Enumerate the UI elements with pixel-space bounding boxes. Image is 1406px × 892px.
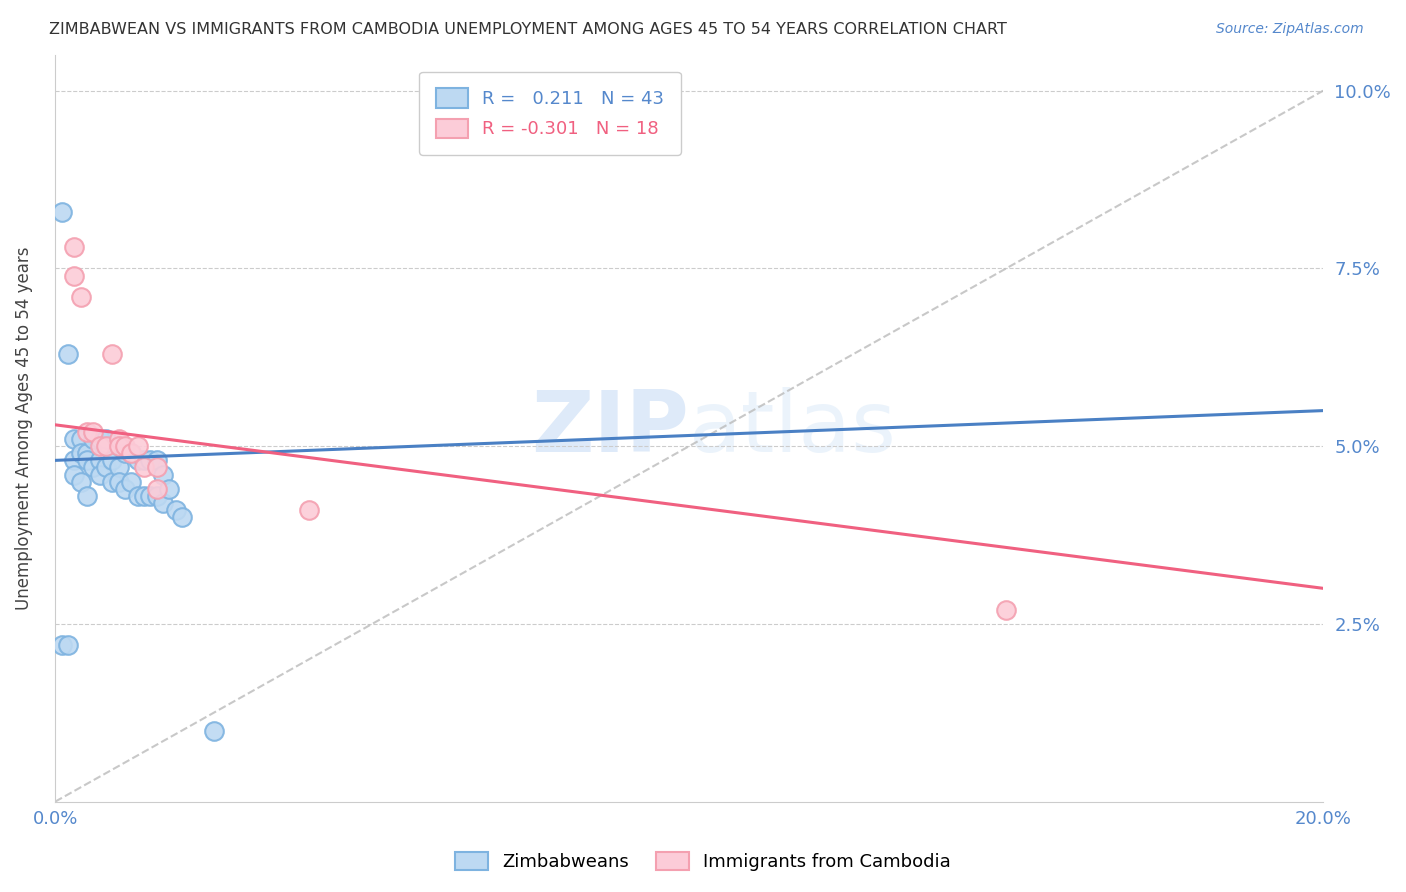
Point: [82, 432, 104, 446]
Point: [76, 453, 98, 467]
Legend: Zimbabweans, Immigrants from Cambodia: Zimbabweans, Immigrants from Cambodia: [449, 845, 957, 879]
Text: atlas: atlas: [689, 387, 897, 470]
Point: [69, 290, 91, 304]
Point: [94, 439, 117, 453]
Point: [165, 503, 187, 517]
Point: [56, 638, 79, 652]
Point: [101, 347, 124, 361]
Point: [132, 489, 155, 503]
Point: [132, 460, 155, 475]
Point: [127, 453, 149, 467]
Point: [89, 439, 111, 453]
Point: [107, 460, 129, 475]
Point: [94, 460, 117, 475]
Point: [51, 204, 73, 219]
Point: [145, 453, 167, 467]
Point: [995, 602, 1018, 616]
Text: ZIP: ZIP: [531, 387, 689, 470]
Point: [89, 467, 111, 482]
Point: [63, 453, 86, 467]
Point: [139, 453, 162, 467]
Point: [51, 638, 73, 652]
Point: [63, 240, 86, 254]
Point: [89, 453, 111, 467]
Point: [63, 467, 86, 482]
Point: [101, 453, 124, 467]
Point: [107, 432, 129, 446]
Point: [94, 432, 117, 446]
Point: [82, 425, 104, 439]
Text: ZIMBABWEAN VS IMMIGRANTS FROM CAMBODIA UNEMPLOYMENT AMONG AGES 45 TO 54 YEARS CO: ZIMBABWEAN VS IMMIGRANTS FROM CAMBODIA U…: [49, 22, 1007, 37]
Point: [114, 446, 136, 460]
Point: [145, 460, 167, 475]
Y-axis label: Unemployment Among Ages 45 to 54 years: Unemployment Among Ages 45 to 54 years: [15, 246, 32, 610]
Point: [89, 432, 111, 446]
Point: [120, 475, 142, 489]
Point: [132, 453, 155, 467]
Point: [170, 510, 193, 524]
Point: [127, 489, 149, 503]
Point: [202, 723, 225, 738]
Point: [63, 268, 86, 283]
Point: [107, 475, 129, 489]
Point: [152, 467, 174, 482]
Point: [56, 347, 79, 361]
Point: [114, 482, 136, 496]
Point: [63, 432, 86, 446]
Point: [120, 446, 142, 460]
Point: [114, 439, 136, 453]
Point: [76, 425, 98, 439]
Point: [120, 446, 142, 460]
Point: [157, 482, 180, 496]
Point: [76, 446, 98, 460]
Point: [76, 489, 98, 503]
Legend: R =   0.211   N = 43, R = -0.301   N = 18: R = 0.211 N = 43, R = -0.301 N = 18: [419, 71, 681, 154]
Point: [298, 503, 321, 517]
Point: [69, 475, 91, 489]
Point: [107, 439, 129, 453]
Point: [152, 496, 174, 510]
Point: [145, 489, 167, 503]
Point: [139, 489, 162, 503]
Point: [145, 482, 167, 496]
Text: Source: ZipAtlas.com: Source: ZipAtlas.com: [1216, 22, 1364, 37]
Point: [69, 432, 91, 446]
Point: [127, 439, 149, 453]
Point: [69, 446, 91, 460]
Point: [82, 460, 104, 475]
Point: [107, 439, 129, 453]
Point: [101, 475, 124, 489]
